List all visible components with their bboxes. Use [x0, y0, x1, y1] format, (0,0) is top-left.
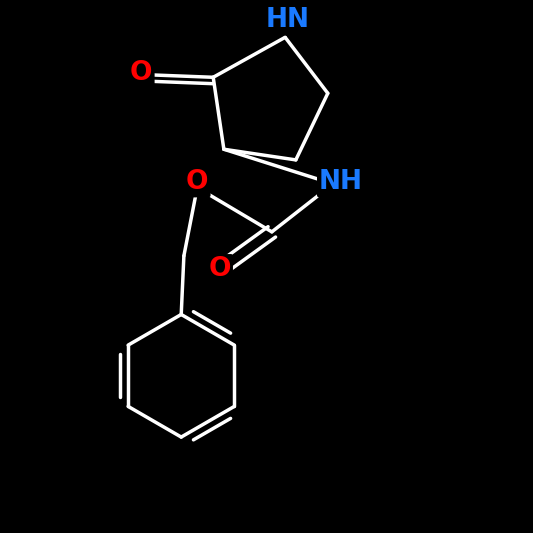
Text: NH: NH — [319, 169, 363, 195]
Text: O: O — [186, 169, 208, 195]
Text: O: O — [208, 256, 231, 282]
Text: O: O — [130, 60, 152, 86]
Text: HN: HN — [266, 7, 310, 33]
